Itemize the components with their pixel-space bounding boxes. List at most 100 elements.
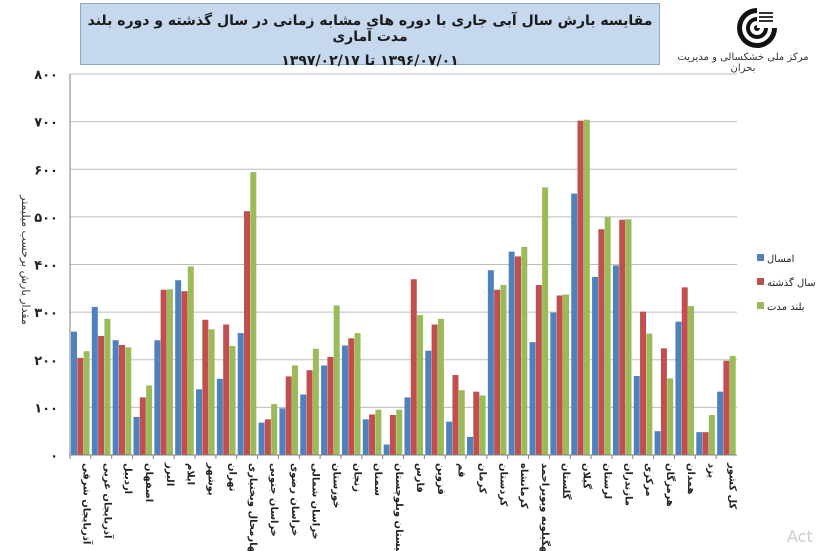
x-tick-label: هرمزگان xyxy=(664,463,677,507)
bar xyxy=(333,305,340,455)
bar xyxy=(104,318,111,455)
y-tick-label: ۷۰۰ xyxy=(34,116,58,131)
bar xyxy=(202,319,209,455)
bar xyxy=(112,340,119,455)
bar xyxy=(500,284,507,455)
bar xyxy=(229,345,236,455)
watermark-text: Act xyxy=(787,527,813,546)
bar xyxy=(175,280,182,455)
bar xyxy=(675,321,682,455)
x-tick-label: چهارمحال وبختیاری xyxy=(247,463,258,551)
x-tick-label: اردبیل xyxy=(122,463,133,494)
bar xyxy=(118,344,125,455)
x-tick-label: قم xyxy=(456,463,467,477)
bar xyxy=(640,311,647,455)
x-tick-label: کرمانشاه xyxy=(518,463,529,509)
y-tick-label: ۳۰۰ xyxy=(34,306,58,321)
x-tick-label: مازندران xyxy=(622,463,633,506)
x-tick-label: تهران xyxy=(226,463,237,492)
bar xyxy=(425,350,432,455)
bar xyxy=(729,355,736,455)
bar xyxy=(542,187,549,455)
bar xyxy=(250,172,257,456)
legend-swatch xyxy=(757,278,764,285)
y-tick-label: ۰ xyxy=(50,449,58,464)
bar xyxy=(264,419,271,455)
bar xyxy=(446,421,453,455)
x-tick-label: آذربایجان شرقی xyxy=(80,463,93,545)
bar xyxy=(625,219,632,455)
x-tick-label: سیستان وبلوچستان xyxy=(393,463,404,551)
bar xyxy=(154,340,161,455)
x-tick-label: بوشهر xyxy=(205,462,216,496)
x-tick-label: کرمان xyxy=(476,463,487,494)
bar xyxy=(348,338,355,455)
bar xyxy=(125,347,132,455)
bar xyxy=(583,119,590,455)
bar xyxy=(196,389,203,455)
x-tick-label: سمنان xyxy=(372,463,383,496)
bar xyxy=(521,246,528,455)
bar xyxy=(354,333,361,455)
x-tick-label: زنجان xyxy=(351,463,362,492)
bar xyxy=(604,216,611,455)
bar xyxy=(396,409,403,455)
bar xyxy=(473,391,480,455)
bar xyxy=(508,251,515,455)
bar xyxy=(91,306,98,455)
legend-label: سال گذشته xyxy=(767,277,816,289)
chart-date-range: ۱۳۹۶/۰۷/۰۱ تا ۱۳۹۷/۰۲/۱۷ xyxy=(281,53,459,69)
bar xyxy=(83,351,90,455)
bar xyxy=(98,335,105,455)
bar xyxy=(187,266,194,455)
bar xyxy=(139,397,146,455)
bar xyxy=(341,345,348,455)
bar xyxy=(160,289,167,455)
bar xyxy=(237,333,244,455)
bar xyxy=(327,356,334,455)
bar xyxy=(321,365,328,455)
bar xyxy=(577,120,584,456)
drought-center-logo-icon xyxy=(737,6,779,48)
bar xyxy=(300,394,307,455)
bar xyxy=(592,276,599,455)
x-tick-label: قزوین xyxy=(435,463,446,495)
bar xyxy=(431,324,438,455)
bar xyxy=(529,342,536,455)
x-tick-label: همدان xyxy=(685,463,696,494)
bar xyxy=(717,391,724,455)
bar xyxy=(598,229,605,455)
bar xyxy=(146,385,153,455)
organization-name: مرکز ملی خشکسالی و مدیریت بحران xyxy=(677,52,809,74)
x-tick-label: خراسان شمالی xyxy=(310,463,321,540)
bar xyxy=(479,395,486,455)
bar xyxy=(612,265,619,455)
y-tick-label: ۲۰۰ xyxy=(34,354,58,369)
x-tick-label: فارس xyxy=(414,463,425,493)
bar xyxy=(562,294,569,455)
y-tick-label: ۵۰۰ xyxy=(34,211,58,226)
bar xyxy=(550,312,557,455)
bar xyxy=(619,219,626,455)
bar xyxy=(208,329,215,455)
bar xyxy=(216,378,223,455)
bar xyxy=(389,414,396,455)
axis-layer: ۰ ۱۰۰ ۲۰۰ ۳۰۰ ۴۰۰ ۵۰۰ ۶۰۰ ۷۰۰ ۸۰۰ آذربایجان شرقی آ… xyxy=(34,68,737,551)
bar xyxy=(667,378,674,455)
bar xyxy=(437,318,444,455)
bar xyxy=(70,331,77,455)
legend-swatch xyxy=(757,302,764,309)
bar xyxy=(244,211,251,455)
x-tick-label: لرستان xyxy=(602,463,613,499)
bar xyxy=(404,397,411,455)
bar xyxy=(702,432,709,455)
bar xyxy=(133,416,140,455)
bar xyxy=(312,348,319,455)
bar xyxy=(487,270,494,455)
y-tick-label: ۱۰۰ xyxy=(34,401,58,416)
y-axis-label: مقدار بارش برحسب میلیمتر xyxy=(19,194,32,325)
bar xyxy=(708,414,715,455)
x-tick-label: کهگیلویه وبویراحمد xyxy=(539,463,552,551)
x-tick-label: گیلان xyxy=(581,463,594,489)
bar xyxy=(375,409,382,455)
